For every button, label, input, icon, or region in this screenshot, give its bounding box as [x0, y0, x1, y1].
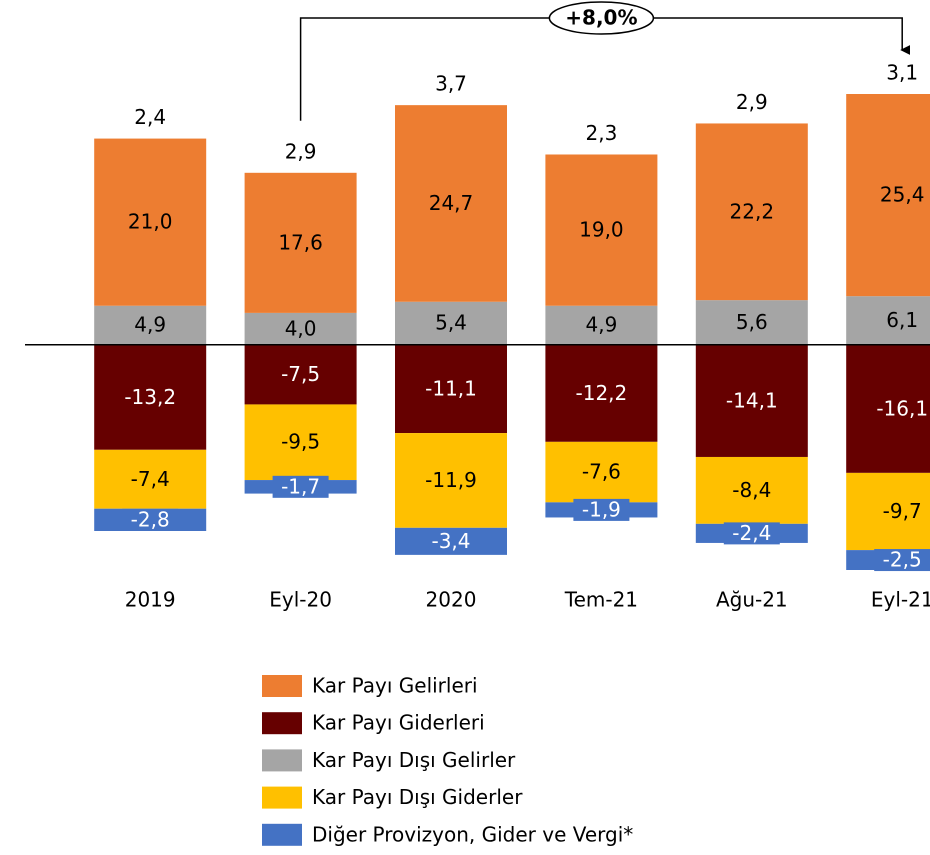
x-tick-label: Tem-21: [564, 588, 638, 612]
data-label: 19,0: [579, 218, 624, 242]
data-label: -7,6: [582, 460, 621, 484]
data-label: 17,6: [278, 230, 323, 254]
x-tick-label: Eyl-20: [269, 588, 332, 612]
annotation: +8,0%: [565, 6, 637, 30]
bar-segment: [846, 94, 930, 297]
legend-label: Kar Payı Gelirleri: [312, 674, 478, 698]
x-tick-label: Eyl-21: [871, 588, 930, 612]
data-label: -2,5: [883, 548, 922, 572]
data-label: -2,4: [732, 521, 771, 545]
data-label: -7,4: [131, 467, 170, 491]
data-label: -12,2: [576, 381, 628, 405]
data-label: -1,9: [582, 497, 621, 521]
bar-segment: [94, 449, 207, 509]
bar-segment: [244, 172, 357, 313]
bar-segment: [395, 344, 507, 434]
total-label: 3,7: [435, 72, 467, 96]
legend-label: Diğer Provizyon, Gider ve Vergi*: [312, 822, 633, 846]
bar-segment: [695, 456, 808, 524]
bar-segment: [846, 344, 930, 473]
bar-segment: [695, 300, 808, 345]
legend-swatch: [262, 786, 302, 809]
data-label: -2,8: [131, 507, 170, 531]
annotation-ellipse: [548, 1, 655, 35]
data-label: 25,4: [880, 183, 925, 207]
total-label: 2,3: [585, 121, 617, 145]
x-tick-label: 2019: [125, 588, 176, 612]
bar-segment: [545, 154, 658, 306]
bar-segment: [695, 123, 808, 301]
total-label: 3,1: [886, 61, 918, 85]
data-label: -16,1: [876, 396, 928, 420]
bar-segment: [244, 404, 357, 481]
data-label: 4,9: [585, 313, 617, 337]
bar-segment: [244, 312, 357, 345]
legend-swatch: [262, 823, 302, 846]
bar-segment: [94, 344, 207, 450]
total-label: 2,9: [736, 90, 768, 114]
total-label: 2,9: [285, 139, 317, 163]
label-box: [122, 508, 179, 531]
data-label: -13,2: [124, 385, 176, 409]
data-label: 21,0: [128, 210, 173, 234]
bar-segment: [395, 301, 507, 345]
legend-swatch: [262, 749, 302, 772]
legend-swatch: [262, 675, 302, 697]
data-label: 4,0: [285, 316, 317, 340]
bar-segment: [545, 441, 658, 503]
data-label: -3,4: [431, 529, 470, 553]
data-label: 24,7: [429, 191, 474, 215]
x-tick-label: Ağu-21: [716, 588, 788, 612]
x-tick-label: 2020: [426, 588, 477, 612]
bar-segment: [94, 138, 207, 306]
legend-swatch: [262, 712, 302, 735]
legend-label: Kar Payı Dışı Giderler: [312, 785, 523, 809]
data-label: 4,9: [134, 313, 166, 337]
label-box: [573, 498, 630, 521]
bar-segment: [244, 344, 357, 405]
bar-segment: [846, 472, 930, 551]
bar-segment: [545, 305, 658, 345]
data-label: -7,5: [281, 362, 320, 386]
bar-segment: [94, 305, 207, 345]
data-label: 22,2: [730, 199, 775, 223]
data-label: -9,7: [883, 499, 922, 523]
bar-segment: [846, 296, 930, 345]
data-label: 5,6: [736, 310, 768, 334]
data-label: -8,4: [732, 478, 771, 502]
data-label: -9,5: [281, 430, 320, 454]
data-label: -11,9: [425, 468, 477, 492]
label-box: [723, 522, 780, 545]
data-label: 5,4: [435, 311, 467, 335]
bar-segment: [695, 344, 808, 457]
label-box: [874, 549, 930, 572]
bar-segment: [545, 344, 658, 442]
legend-label: Kar Payı Giderleri: [312, 711, 485, 735]
legend-label: Kar Payı Dışı Gelirler: [312, 748, 516, 772]
data-label: -14,1: [726, 388, 778, 412]
bar-segment: [395, 105, 507, 302]
data-label: 6,1: [886, 308, 918, 332]
label-box: [423, 530, 479, 553]
data-label: -11,1: [425, 376, 477, 400]
data-label: -1,7: [281, 474, 320, 498]
total-label: 2,4: [134, 105, 166, 129]
label-box: [272, 475, 329, 498]
bar-segment: [395, 433, 507, 528]
